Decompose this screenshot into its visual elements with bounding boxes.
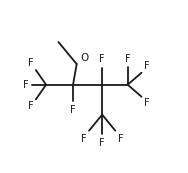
- Text: F: F: [23, 80, 29, 90]
- Text: F: F: [144, 98, 150, 108]
- Text: F: F: [28, 101, 33, 111]
- Text: F: F: [144, 61, 150, 71]
- Text: F: F: [118, 134, 124, 144]
- Text: O: O: [80, 53, 88, 63]
- Text: F: F: [99, 54, 105, 64]
- Text: F: F: [125, 54, 130, 64]
- Text: F: F: [81, 134, 86, 144]
- Text: F: F: [99, 138, 105, 148]
- Text: F: F: [28, 58, 33, 69]
- Text: F: F: [70, 105, 76, 115]
